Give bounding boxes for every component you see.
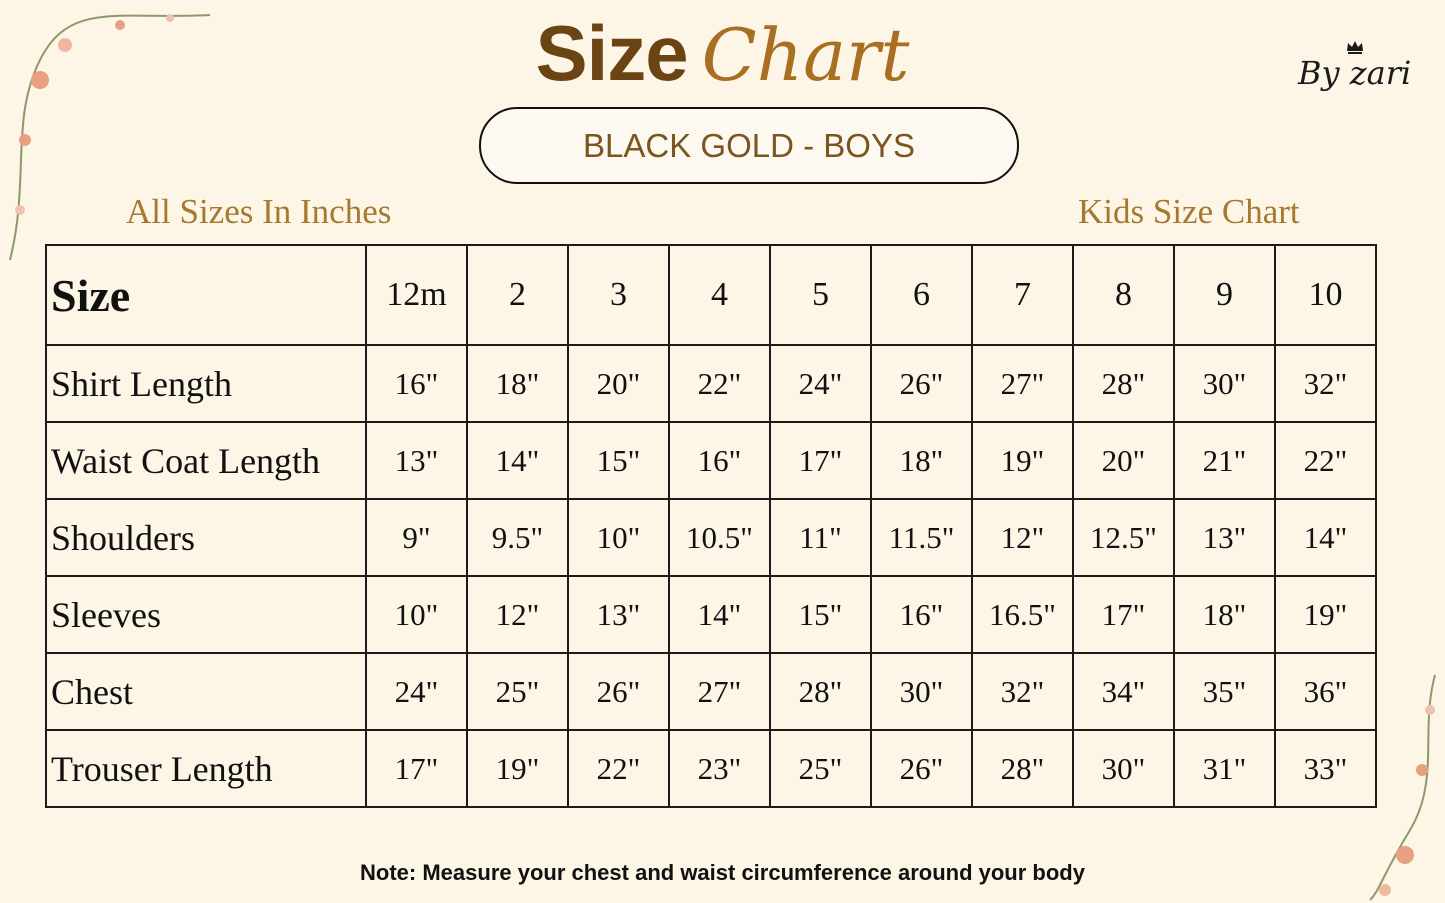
table-cell: 13" [1173,498,1276,577]
table-cell: 33" [1274,729,1377,808]
table-cell: 16" [668,421,771,500]
table-row: Shoulders 9" 9.5" 10" 10.5" 11" 11.5" 12" 12.5" 1… [45,498,1377,577]
table-row: Trouser Length 17" 19" 22" 23" 25" 26" 28" 30" 31… [45,729,1377,808]
table-cell: 25" [466,652,569,731]
table-cell: 24" [365,652,468,731]
table-cell: 7 [971,244,1074,346]
table-cell: 14" [1274,498,1377,577]
table-cell: 19" [1274,575,1377,654]
table-header-row: Size 12m 2 3 4 5 6 7 8 9 10 [45,244,1377,346]
table-cell: 2 [466,244,569,346]
brand-text: By zari [1298,54,1412,92]
row-label: Shoulders [45,498,367,577]
table-cell: 15" [769,575,872,654]
table-cell: 27" [668,652,771,731]
table-cell: 26" [870,344,973,423]
table-cell: 26" [870,729,973,808]
table-cell: 16" [365,344,468,423]
page-title: Size Chart [0,8,1445,99]
table-cell: 28" [769,652,872,731]
table-cell: 16.5" [971,575,1074,654]
table-cell: 14" [466,421,569,500]
table-cell: 34" [1072,652,1175,731]
floral-decoration-top-left [9,14,211,261]
table-cell: 32" [1274,344,1377,423]
table-cell: 31" [1173,729,1276,808]
table-cell: 17" [769,421,872,500]
size-table: Size 12m 2 3 4 5 6 7 8 9 10 Shirt Length 16" 18" 20" 22… [45,244,1377,808]
row-label: Trouser Length [45,729,367,808]
table-cell: 30" [1173,344,1276,423]
row-label: Shirt Length [45,344,367,423]
table-row: Sleeves 10" 12" 13" 14" 15" 16" 16.5" 17" 18" 19" [45,575,1377,654]
table-row: Waist Coat Length 13" 14" 15" 16" 17" 18" 19" 20… [45,421,1377,500]
table-cell: 25" [769,729,872,808]
table-cell: 28" [971,729,1074,808]
table-cell: 30" [870,652,973,731]
table-cell: 30" [1072,729,1175,808]
table-cell: 32" [971,652,1074,731]
table-cell: 12m [365,244,468,346]
row-label: Waist Coat Length [45,421,367,500]
table-cell: 8 [1072,244,1175,346]
table-cell: 9.5" [466,498,569,577]
table-cell: 19" [466,729,569,808]
table-cell: 5 [769,244,872,346]
table-cell: 10" [567,498,670,577]
title-size: Size [535,9,689,97]
floral-decoration-bottom-right [1369,674,1436,901]
table-cell: 14" [668,575,771,654]
table-cell: 19" [971,421,1074,500]
table-cell: 27" [971,344,1074,423]
title-chart: Chart [701,13,910,97]
table-cell: 17" [1072,575,1175,654]
table-row: Chest 24" 25" 26" 27" 28" 30" 32" 34" 35" 36" [45,652,1377,731]
table-cell: 36" [1274,652,1377,731]
table-cell: 10.5" [668,498,771,577]
table-cell: 16" [870,575,973,654]
table-cell: 15" [567,421,670,500]
table-cell: 21" [1173,421,1276,500]
table-cell: 11" [769,498,872,577]
row-label: Chest [45,652,367,731]
table-cell: 17" [365,729,468,808]
table-cell: 12" [466,575,569,654]
table-row: Shirt Length 16" 18" 20" 22" 24" 26" 27" 28" 30" 3… [45,344,1377,423]
chart-type-subtitle: Kids Size Chart [1078,192,1300,231]
table-cell: 10" [365,575,468,654]
table-cell: 35" [1173,652,1276,731]
table-cell: 13" [567,575,670,654]
table-cell: 12" [971,498,1074,577]
table-cell: 13" [365,421,468,500]
table-cell: 18" [466,344,569,423]
table-cell: 20" [1072,421,1175,500]
row-label: Size [45,244,367,346]
table-cell: 9" [365,498,468,577]
brand-logo: By zari [1298,40,1411,92]
table-cell: 18" [1173,575,1276,654]
table-cell: 22" [1274,421,1377,500]
table-cell: 22" [567,729,670,808]
product-name-pill: BLACK GOLD - BOYS [479,107,1019,184]
table-cell: 28" [1072,344,1175,423]
table-cell: 20" [567,344,670,423]
table-cell: 10 [1274,244,1377,346]
table-cell: 9 [1173,244,1276,346]
units-subtitle: All Sizes In Inches [126,192,392,231]
table-cell: 23" [668,729,771,808]
table-cell: 3 [567,244,670,346]
table-cell: 18" [870,421,973,500]
table-cell: 11.5" [870,498,973,577]
crown-icon [1347,41,1363,54]
table-cell: 4 [668,244,771,346]
table-cell: 12.5" [1072,498,1175,577]
row-label: Sleeves [45,575,367,654]
table-cell: 22" [668,344,771,423]
table-cell: 6 [870,244,973,346]
table-cell: 26" [567,652,670,731]
measurement-note: Note: Measure your chest and waist circu… [360,860,1085,885]
table-cell: 24" [769,344,872,423]
